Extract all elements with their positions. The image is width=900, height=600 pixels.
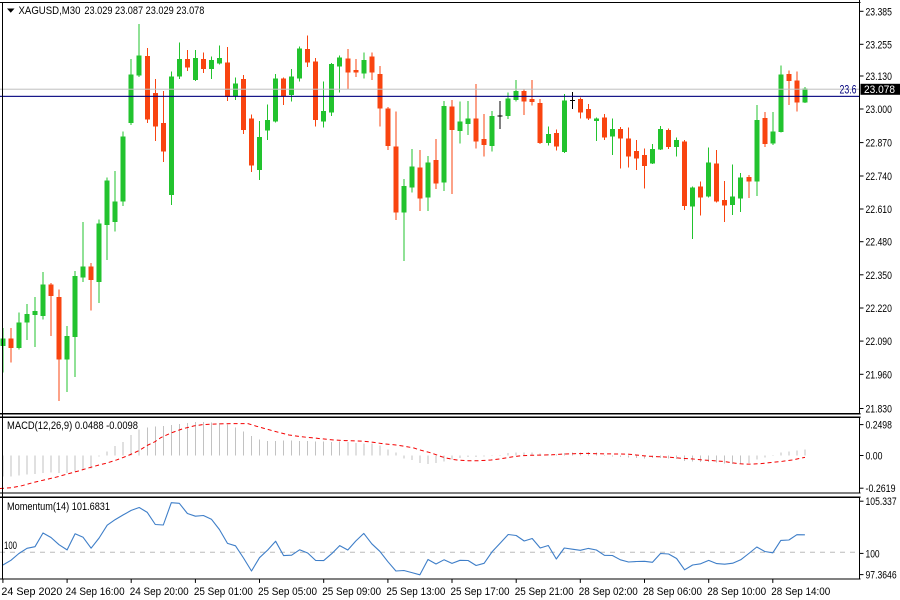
svg-text:100: 100 [866, 548, 880, 560]
svg-text:25 Sep 05:00: 25 Sep 05:00 [258, 586, 317, 598]
svg-text:25 Sep 21:00: 25 Sep 21:00 [515, 586, 574, 598]
svg-text:22.870: 22.870 [866, 138, 892, 150]
svg-text:22.220: 22.220 [866, 303, 892, 315]
svg-text:MACD(12,26,9) 0.0488 -0.0098: MACD(12,26,9) 0.0488 -0.0098 [7, 420, 138, 432]
svg-text:22.350: 22.350 [866, 270, 892, 282]
svg-text:22.480: 22.480 [866, 237, 892, 249]
svg-text:25 Sep 09:00: 25 Sep 09:00 [322, 586, 381, 598]
svg-text:22.090: 22.090 [866, 336, 892, 348]
svg-text:24 Sep 16:00: 24 Sep 16:00 [66, 586, 125, 598]
svg-text:22.610: 22.610 [866, 204, 892, 216]
svg-text:0.00: 0.00 [866, 451, 883, 463]
svg-text:-0.2619: -0.2619 [866, 483, 896, 495]
svg-text:105.337: 105.337 [866, 496, 897, 508]
svg-text:23.255: 23.255 [866, 39, 892, 51]
svg-text:23.6: 23.6 [840, 85, 857, 97]
svg-text:25 Sep 01:00: 25 Sep 01:00 [194, 586, 253, 598]
svg-text:23.078: 23.078 [864, 84, 895, 96]
svg-text:28 Sep 06:00: 28 Sep 06:00 [643, 586, 702, 598]
svg-text:21.830: 21.830 [866, 404, 892, 416]
svg-text:97.3646: 97.3646 [866, 570, 897, 582]
svg-text:Momentum(14) 101.6831: Momentum(14) 101.6831 [7, 501, 110, 513]
svg-text:22.740: 22.740 [866, 171, 892, 183]
svg-text:25 Sep 13:00: 25 Sep 13:00 [386, 586, 445, 598]
svg-text:28 Sep 02:00: 28 Sep 02:00 [579, 586, 638, 598]
svg-text:24 Sep 20:00: 24 Sep 20:00 [130, 586, 189, 598]
svg-text:0.2498: 0.2498 [866, 420, 892, 432]
svg-text:25 Sep 17:00: 25 Sep 17:00 [451, 586, 510, 598]
svg-text:21.960: 21.960 [866, 369, 892, 381]
svg-text:23.000: 23.000 [866, 104, 892, 116]
svg-text:23.029 23.087 23.029 23.078: 23.029 23.087 23.029 23.078 [84, 5, 204, 17]
svg-text:23.385: 23.385 [866, 6, 892, 18]
svg-text:28 Sep 10:00: 28 Sep 10:00 [707, 586, 766, 598]
svg-text:100: 100 [4, 540, 17, 552]
svg-text:XAGUSD,M30: XAGUSD,M30 [19, 5, 81, 17]
svg-text:23.130: 23.130 [866, 71, 892, 83]
svg-text:28 Sep 14:00: 28 Sep 14:00 [771, 586, 830, 598]
svg-text:24 Sep 2020: 24 Sep 2020 [1, 586, 62, 598]
